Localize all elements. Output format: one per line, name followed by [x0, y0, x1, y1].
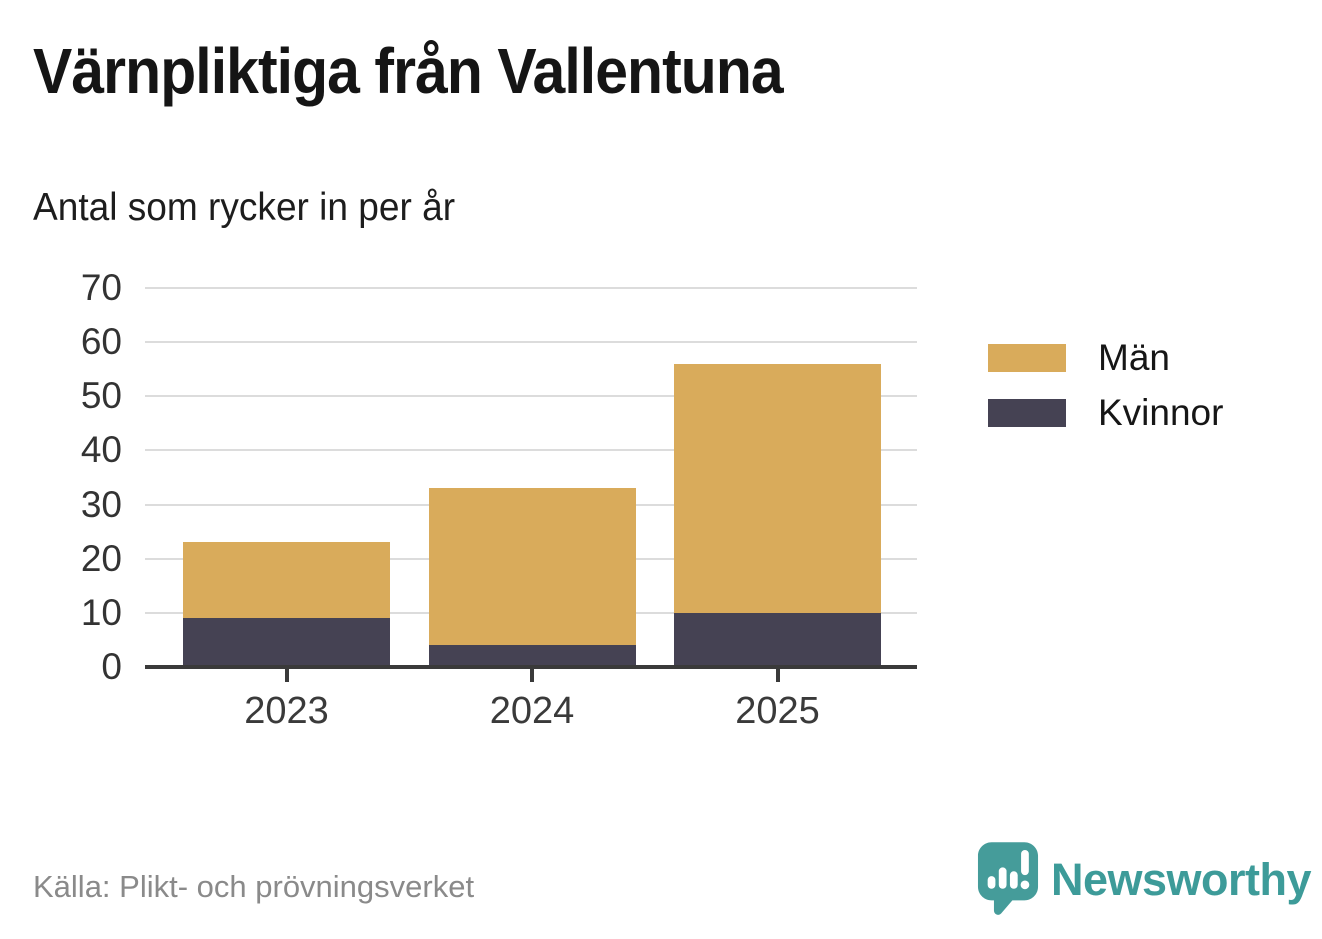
y-axis-label: 0: [101, 646, 122, 687]
gridline: [145, 341, 917, 344]
x-axis-tick: [284, 669, 289, 682]
legend-label: Kvinnor: [1098, 391, 1224, 433]
chart-subtitle: Antal som rycker in per år: [33, 186, 456, 229]
legend-item-kvinnor: Kvinnor: [988, 385, 1223, 440]
source-note: Källa: Plikt- och prövningsverket: [33, 869, 475, 904]
plot-area: [145, 287, 917, 682]
legend-swatch: [988, 398, 1066, 427]
y-axis-label: 30: [80, 483, 122, 525]
legend-item-män: Män: [988, 330, 1223, 385]
newsworthy-speech-bubble-icon: [977, 842, 1039, 915]
y-axis-label: 70: [80, 267, 122, 308]
legend-label: Män: [1098, 336, 1170, 378]
bar-2024: [428, 488, 636, 667]
x-axis-label-2025: 2025: [735, 690, 820, 732]
bar-segment-kvinnor-2023: [183, 618, 390, 667]
bar-segment-kvinnor-2025: [674, 612, 881, 667]
bar-segment-män-2023: [183, 542, 390, 619]
bar-2023: [183, 542, 390, 667]
y-axis-label: 60: [80, 321, 122, 363]
x-axis-label-2023: 2023: [244, 690, 329, 732]
bar-segment-män-2025: [674, 363, 881, 613]
gridline: [145, 395, 917, 398]
y-axis-label: 40: [80, 429, 122, 471]
legend-swatch: [988, 343, 1066, 372]
gridline: [145, 449, 917, 452]
brand-logo: Newsworthy: [977, 841, 1312, 919]
chart-title: Värnpliktiga från Vallentuna: [33, 35, 784, 107]
chart-legend: Män Kvinnor: [988, 330, 1223, 440]
bar-segment-kvinnor-2024: [428, 645, 636, 667]
y-axis-label: 50: [80, 375, 122, 417]
gridline: [145, 287, 917, 289]
x-axis-tick: [775, 669, 780, 682]
y-axis-label: 20: [80, 537, 122, 579]
brand-name: Newsworthy: [1051, 854, 1312, 905]
x-axis-label-2024: 2024: [489, 690, 575, 732]
bar-2025: [674, 363, 881, 667]
bar-segment-män-2024: [428, 488, 636, 646]
y-axis-label: 10: [80, 591, 122, 633]
y-axis: 0 10 20 30 40 50 60 70: [0, 267, 122, 687]
x-axis-tick: [530, 669, 534, 682]
x-axis-baseline: [145, 665, 917, 669]
